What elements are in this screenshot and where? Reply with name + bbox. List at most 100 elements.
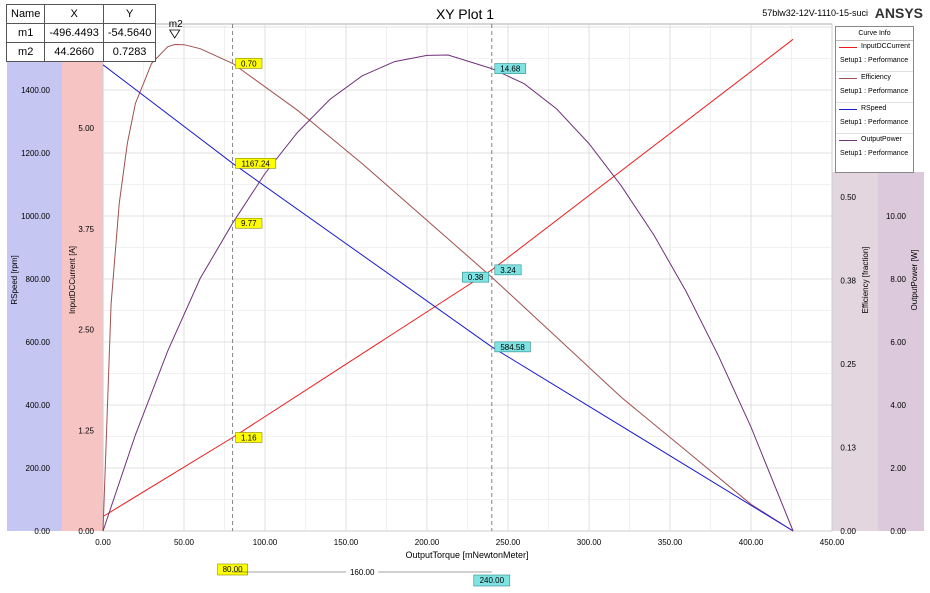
callout-label: 1167.24 (242, 159, 271, 168)
marker-table: Name X Y m1 -496.4493 -54.5640 m2 44.266… (5, 4, 157, 62)
axis-band-outputpower (878, 172, 924, 531)
marker-name: m2 (5, 42, 46, 62)
x-tick-label: 250.00 (496, 538, 521, 547)
y-tick-label-outputpower: 10.00 (886, 212, 907, 221)
y-tick-label-rspeed: 400.00 (26, 401, 51, 410)
legend-series-name: RSpeed (861, 105, 887, 112)
callout-box (462, 271, 490, 283)
axis-band-inputdccurrent (62, 24, 103, 531)
series-line-rspeed (102, 64, 794, 532)
series-line-inputdccurrent (102, 38, 794, 517)
cursor-x-label-box (473, 574, 511, 587)
callout-box (235, 158, 277, 169)
legend-series-source: Setup1 : Performance (840, 119, 909, 126)
curve-info-legend[interactable]: Curve Info InputDCCurrent Setup1 : Perfo… (835, 26, 914, 173)
callout-label: 1.16 (241, 434, 257, 443)
series-curves (102, 38, 794, 532)
y-tick-label-outputpower: 6.00 (890, 338, 906, 347)
grid-lines (102, 24, 833, 532)
y-tick-label-efficiency: 0.00 (840, 527, 856, 536)
legend-entry-efficiency[interactable]: Efficiency Setup1 : Performance (836, 72, 913, 103)
marker-x: 44.2660 (44, 42, 104, 62)
x-tick-label: 0.00 (95, 538, 111, 547)
axis-band-rspeed (7, 24, 62, 531)
callout-labels: 0.70 1167.24 9.77 1.16 14.68 3.24 0.38 584.58 (235, 58, 531, 443)
y-tick-label-rspeed: 1400.00 (21, 86, 50, 95)
axis-band-efficiency (832, 172, 878, 531)
callout-label: 0.38 (468, 273, 484, 282)
y-tick-label-efficiency: 0.38 (840, 277, 856, 286)
cursor-delta-bg (346, 566, 379, 576)
cursor-x-label: 80.00 (223, 565, 244, 574)
marker-name: m1 (5, 23, 46, 43)
y-tick-label-inputdccurrent: 3.75 (78, 225, 94, 234)
y-tick-label-inputdccurrent: 0.00 (78, 527, 94, 536)
y-tick-label-efficiency: 0.13 (840, 444, 856, 453)
y-tick-label-rspeed: 1200.00 (21, 149, 50, 158)
marker-y: 0.7283 (102, 42, 157, 62)
legend-entry-inputdccurrent[interactable]: InputDCCurrent Setup1 : Performance (836, 41, 913, 72)
table-row: m2 44.2660 0.7283 (5, 42, 157, 62)
legend-entry-rspeed[interactable]: RSpeed Setup1 : Performance (836, 103, 913, 134)
callout-box (235, 432, 263, 443)
legend-series-source: Setup1 : Performance (840, 57, 909, 64)
y-tick-label-outputpower: 8.00 (890, 275, 906, 284)
y-tick-label-rspeed: 600.00 (26, 338, 51, 347)
y-tick-label-outputpower: 2.00 (890, 464, 906, 473)
marker-table-header: Name X Y (5, 4, 157, 24)
marker-x: -496.4493 (44, 23, 104, 43)
cursor-x-label-box (217, 563, 248, 576)
y-tick-label-rspeed: 200.00 (26, 464, 51, 473)
y-tick-label-rspeed: 800.00 (26, 275, 51, 284)
marker-y: -54.5640 (102, 23, 157, 43)
series-line-outputpower (102, 54, 794, 532)
x-tick-label: 300.00 (577, 538, 602, 547)
legend-title: Curve Info (836, 27, 913, 41)
header-y: Y (102, 4, 157, 24)
y-tick-label-efficiency: 0.25 (840, 360, 856, 369)
y-axis-label-inputdccurrent: InputDCCurrent [A] (68, 246, 77, 314)
callout-box (494, 341, 531, 353)
legend-series-source: Setup1 : Performance (840, 150, 909, 157)
x-tick-label: 100.00 (253, 538, 278, 547)
legend-series-name: OutputPower (861, 136, 902, 143)
y-axis-label-outputpower: OutputPower [W] (910, 250, 919, 311)
design-name: 57blw32-12V-1110-15-suci (762, 8, 868, 18)
callout-box (494, 63, 527, 74)
axis-labels: OutputTorque [mNewtonMeter] RSpeed [rpm]… (10, 246, 919, 560)
y-tick-label-inputdccurrent: 1.25 (78, 426, 94, 435)
y-tick-label-outputpower: 4.00 (890, 401, 906, 410)
cursor-lines[interactable]: 80.00 240.00 160.00 (217, 24, 511, 587)
x-tick-label: 200.00 (415, 538, 440, 547)
callout-label: 0.70 (241, 59, 257, 68)
legend-series-name: Efficiency (861, 74, 891, 81)
y-tick-label-efficiency: 0.50 (840, 193, 856, 202)
plot-title: XY Plot 1 (435, 6, 495, 22)
tick-labels: 0.00 50.00 100.00 150.00 200.00 250.00 300.00 3… (21, 86, 906, 547)
legend-line-inputdccurrent (839, 47, 857, 48)
marker-label: m2 (169, 19, 183, 30)
series-line-efficiency (102, 43, 794, 532)
cursor-delta-label: 160.00 (350, 568, 375, 577)
callout-label: 3.24 (500, 266, 516, 275)
legend-series-source: Setup1 : Performance (840, 88, 909, 95)
legend-entry-outputpower[interactable]: OutputPower Setup1 : Performance (836, 134, 913, 164)
callout-label: 584.58 (500, 343, 525, 352)
x-tick-label: 50.00 (174, 538, 195, 547)
legend-line-outputpower (839, 140, 857, 141)
callout-label: 9.77 (241, 219, 257, 228)
x-tick-label: 350.00 (658, 538, 683, 547)
x-tick-label: 150.00 (334, 538, 359, 547)
legend-line-efficiency (839, 78, 857, 79)
header-name: Name (5, 4, 46, 24)
y-tick-label-rspeed: 1000.00 (21, 212, 50, 221)
y-tick-label-rspeed: 0.00 (34, 527, 50, 536)
callout-box (235, 58, 263, 69)
y-tick-label-inputdccurrent: 5.00 (78, 124, 94, 133)
table-row: m1 -496.4493 -54.5640 (5, 23, 157, 43)
marker-m2[interactable]: m2 (168, 19, 183, 39)
marker-triangle-icon[interactable] (168, 29, 181, 39)
x-tick-label: 450.00 (820, 538, 845, 547)
